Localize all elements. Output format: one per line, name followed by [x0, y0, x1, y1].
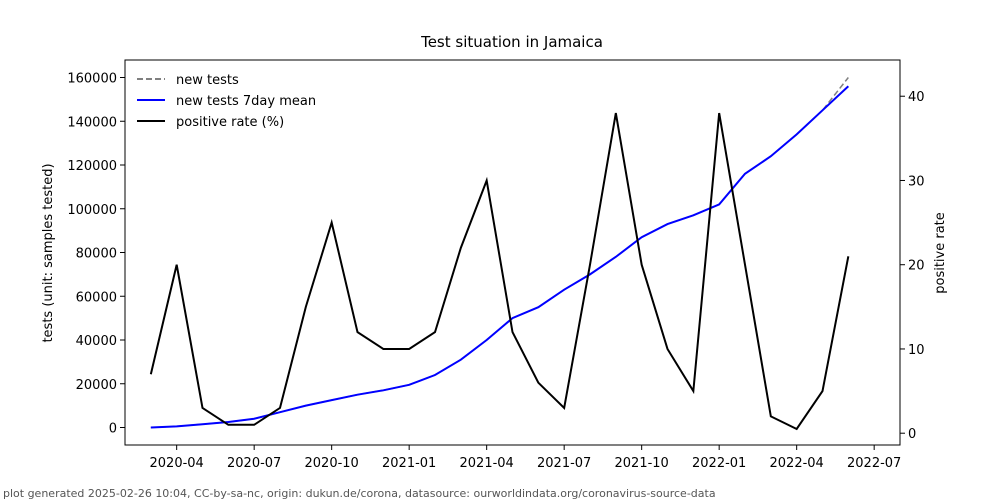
y2-tick-label: 0 [908, 427, 916, 442]
x-tick-label: 2020-10 [305, 456, 359, 471]
footer: plot generated 2025-02-26 10:04, CC-by-s… [3, 487, 716, 500]
y2-tick-label: 40 [908, 90, 925, 105]
x-tick-label: 2020-07 [227, 456, 281, 471]
chart-title: Test situation in Jamaica [420, 33, 603, 51]
y-tick-label: 40000 [76, 334, 117, 349]
x-tick-label: 2022-04 [770, 456, 824, 471]
y2-axis-label: positive rate [933, 212, 948, 294]
y-axis-label: tests (unit: samples tested) [41, 163, 56, 342]
series-line [149, 112, 850, 431]
x-tick-label: 2021-10 [615, 456, 669, 471]
y-tick-label: 20000 [76, 378, 117, 393]
x-tick-label: 2022-07 [847, 456, 901, 471]
x-tick-label: 2021-04 [460, 456, 514, 471]
y-tick-label: 160000 [67, 72, 117, 87]
legend-label: new tests [176, 73, 239, 88]
y2-tick-label: 30 [908, 174, 925, 189]
x-tick-label: 2022-01 [692, 456, 746, 471]
legend-label: new tests 7day mean [176, 94, 316, 109]
x-tick-label: 2021-07 [537, 456, 591, 471]
y2-tick-label: 10 [908, 343, 925, 358]
y-tick-label: 100000 [67, 203, 117, 218]
y-tick-label: 0 [109, 422, 117, 437]
y2-tick-label: 20 [908, 259, 925, 274]
x-tick-label: 2020-04 [150, 456, 204, 471]
y-tick-label: 80000 [76, 247, 117, 262]
y-tick-label: 60000 [76, 290, 117, 305]
legend-label: positive rate (%) [176, 115, 284, 130]
x-tick-label: 2021-01 [382, 456, 436, 471]
y-tick-label: 120000 [67, 159, 117, 174]
y-tick-label: 140000 [67, 115, 117, 130]
